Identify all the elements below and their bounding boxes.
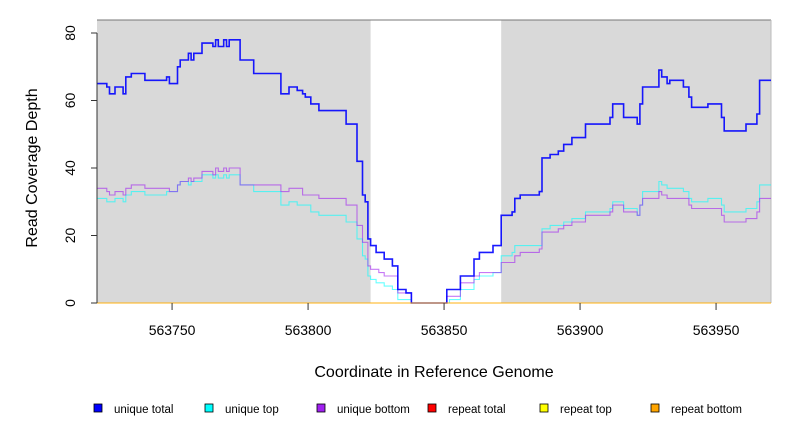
legend-label: repeat total: [448, 404, 506, 416]
legend-label: unique bottom: [337, 404, 410, 416]
shaded-region: [97, 20, 371, 303]
y-tick-label: 0: [62, 299, 78, 307]
legend-swatch: [204, 403, 214, 413]
series-unique-top: [97, 174, 771, 304]
series-unique-bottom: [97, 167, 771, 304]
x-tick-label: 563950: [693, 322, 740, 338]
y-axis-label: Read Coverage Depth: [24, 88, 41, 247]
x-tick-label: 563900: [557, 322, 604, 338]
legend: unique total unique top unique bottom repea…: [93, 403, 742, 416]
x-tick-label: 563850: [421, 322, 468, 338]
x-axis-label: Coordinate in Reference Genome: [314, 364, 553, 381]
legend-swatch: [539, 403, 549, 413]
x-tick-label: 563750: [149, 322, 196, 338]
legend-label: repeat bottom: [671, 404, 742, 416]
legend-label: unique top: [225, 404, 279, 416]
legend-swatch: [93, 403, 103, 413]
legend-label: repeat top: [560, 404, 612, 416]
legend-swatch: [427, 403, 437, 413]
legend-swatch: [650, 403, 660, 413]
legend-swatch: [316, 403, 326, 413]
series-lines: [97, 39, 771, 304]
shaded-regions: [97, 20, 771, 303]
x-tick-label: 563800: [285, 322, 332, 338]
y-axis-ticks: 0 20 40 60 80: [62, 25, 97, 307]
shaded-region: [501, 20, 771, 303]
y-tick-label: 20: [62, 228, 78, 244]
y-tick-label: 40: [62, 160, 78, 176]
x-axis-ticks: 563750 563800 563850 563900 563950: [149, 303, 740, 338]
y-tick-label: 60: [62, 93, 78, 109]
y-tick-label: 80: [62, 25, 78, 41]
series-unique-total: [97, 39, 771, 304]
legend-label: unique total: [114, 404, 173, 416]
